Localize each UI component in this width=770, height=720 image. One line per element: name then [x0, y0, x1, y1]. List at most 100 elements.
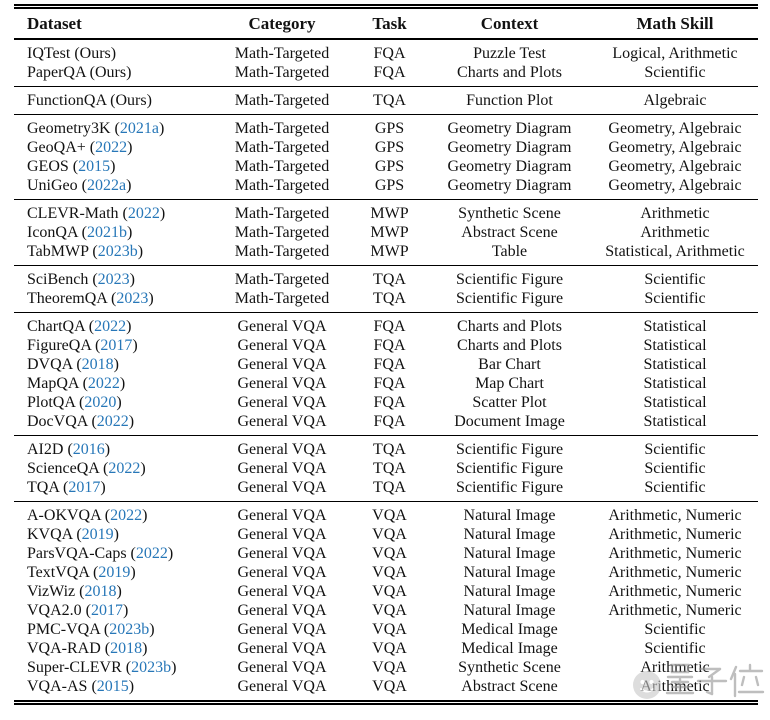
context-cell: Charts and Plots — [457, 317, 562, 335]
datasets-table: Dataset Category Task Context Math Skill… — [14, 4, 758, 705]
citation-year-link[interactable]: 2023b — [131, 658, 172, 676]
dataset-name: SciBench — [27, 270, 89, 288]
context-cell: Natural Image — [463, 525, 556, 543]
col-header-context: Context — [480, 14, 539, 33]
context-cell: Natural Image — [463, 506, 556, 524]
context-cell: Puzzle Test — [473, 44, 546, 62]
table-row: VQA2.0 (2017) General VQA VQA Natural Image… — [14, 601, 758, 620]
task-cell: TQA — [373, 478, 406, 496]
task-cell: VQA — [372, 582, 407, 600]
dataset-cell: FigureQA (2017) — [27, 336, 138, 354]
table-row: UniGeo (2022a) Math-Targeted GPS Geometry D… — [14, 176, 758, 200]
dataset-cell: TheoremQA (2023) — [27, 289, 154, 307]
math-skill-cell: Statistical — [643, 393, 707, 411]
math-skill-cell: Statistical — [643, 412, 707, 430]
citation-year-link[interactable]: 2021b — [86, 223, 127, 241]
citation-ours-label: Ours — [79, 44, 111, 62]
citation-year-link[interactable]: 2017 — [68, 478, 101, 496]
citation-year-link[interactable]: 2019 — [98, 563, 131, 581]
citation-year-link[interactable]: 2022 — [108, 459, 141, 477]
table-group: ChartQA (2022) General VQA FQA Charts and P… — [14, 312, 758, 436]
citation-year-link[interactable]: 2018 — [84, 582, 117, 600]
table-row: GEOS (2015) Math-Targeted GPS Geometry Diag… — [14, 157, 758, 176]
table-row: CLEVR-Math (2022) Math-Targeted MWP Synthet… — [14, 200, 758, 223]
math-skill-cell: Scientific — [644, 478, 706, 496]
context-cell: Scientific Figure — [455, 440, 564, 458]
citation-year-link[interactable]: 2015 — [78, 157, 111, 175]
citation-year-link[interactable]: 2018 — [81, 355, 114, 373]
citation-year-link[interactable]: 2020 — [84, 393, 117, 411]
citation-year-link[interactable]: 2018 — [110, 639, 143, 657]
table-row: IconQA (2021b) Math-Targeted MWP Abstract S… — [14, 223, 758, 242]
table-row: FigureQA (2017) General VQA FQA Charts and … — [14, 336, 758, 355]
citation-year-link[interactable]: 2023b — [109, 620, 150, 638]
category-cell: General VQA — [237, 525, 327, 543]
category-cell: General VQA — [237, 677, 327, 695]
math-skill-cell: Statistical, Arithmetic — [605, 242, 745, 260]
citation-year-link[interactable]: 2022 — [96, 412, 129, 430]
dataset-cell: KVQA (2019) — [27, 525, 119, 543]
category-cell: General VQA — [237, 412, 327, 430]
dataset-name: FigureQA — [27, 336, 91, 354]
category-cell: General VQA — [237, 639, 327, 657]
col-header-task: Task — [372, 14, 407, 33]
table-row: DocVQA (2022) General VQA FQA Document Imag… — [14, 412, 758, 436]
context-cell: Medical Image — [461, 639, 558, 657]
citation-year-link[interactable]: 2022a — [86, 176, 127, 194]
table-row: PlotQA (2020) General VQA FQA Scatter Plot S… — [14, 393, 758, 412]
dataset-name: AI2D — [27, 440, 64, 458]
dataset-cell: VQA-RAD (2018) — [27, 639, 148, 657]
context-cell: Synthetic Scene — [458, 204, 561, 222]
context-cell: Scientific Figure — [455, 478, 564, 496]
category-cell: Math-Targeted — [234, 242, 330, 260]
header-row: Dataset Category Task Context Math Skill — [14, 7, 758, 40]
dataset-name: FunctionQA — [27, 91, 107, 109]
citation-year-link[interactable]: 2023 — [116, 289, 149, 307]
citation-year-link[interactable]: 2022 — [127, 204, 160, 222]
table-group: FunctionQA (Ours) Math-Targeted TQA Functio… — [14, 86, 758, 115]
math-skill-cell: Scientific — [644, 289, 706, 307]
category-cell: General VQA — [237, 317, 327, 335]
dataset-name: TabMWP — [27, 242, 89, 260]
citation-year-link[interactable]: 2016 — [72, 440, 105, 458]
citation-year-link[interactable]: 2017 — [100, 336, 133, 354]
citation-year-link[interactable]: 2022 — [135, 544, 168, 562]
task-cell: TQA — [373, 459, 406, 477]
table-group: IQTest (Ours) Math-Targeted FQA Puzzle Test… — [14, 39, 758, 87]
table-row: PaperQA (Ours) Math-Targeted FQA Charts and… — [14, 63, 758, 87]
dataset-name: IconQA — [27, 223, 78, 241]
citation-year-link[interactable]: 2023b — [97, 242, 138, 260]
citation-year-link[interactable]: 2022 — [94, 317, 127, 335]
dataset-cell: VQA-AS (2015) — [27, 677, 135, 695]
dataset-cell: Super-CLEVR (2023b) — [27, 658, 177, 676]
category-cell: Math-Targeted — [234, 91, 330, 109]
table-row: KVQA (2019) General VQA VQA Natural Image Ar… — [14, 525, 758, 544]
task-cell: FQA — [373, 336, 406, 354]
dataset-name: VQA2.0 — [27, 601, 82, 619]
dataset-cell: ChartQA (2022) — [27, 317, 132, 335]
citation-year-link[interactable]: 2017 — [91, 601, 123, 619]
dataset-name: TQA — [27, 478, 59, 496]
context-cell: Scatter Plot — [472, 393, 547, 411]
dataset-name: ParsVQA-Caps — [27, 544, 127, 562]
dataset-cell: PlotQA (2020) — [27, 393, 122, 411]
citation-year-link[interactable]: 2015 — [96, 677, 129, 695]
task-cell: TQA — [373, 440, 406, 458]
citation-year-link[interactable]: 2021a — [119, 119, 159, 137]
task-cell: FQA — [373, 355, 406, 373]
citation-year-link[interactable]: 2022 — [95, 138, 128, 156]
citation-year-link[interactable]: 2023 — [97, 270, 130, 288]
context-cell: Function Plot — [466, 91, 553, 109]
task-cell: VQA — [372, 620, 407, 638]
category-cell: General VQA — [237, 459, 327, 477]
citation-year-link[interactable]: 2019 — [81, 525, 114, 543]
citation-year-link[interactable]: 2022 — [87, 374, 120, 392]
category-cell: General VQA — [237, 620, 327, 638]
dataset-name: VQA-AS — [27, 677, 88, 695]
context-cell: Geometry Diagram — [447, 138, 572, 156]
math-skill-cell: Scientific — [644, 459, 706, 477]
context-cell: Natural Image — [463, 601, 556, 619]
dataset-name: PlotQA — [27, 393, 76, 411]
citation-year-link[interactable]: 2022 — [110, 506, 143, 524]
